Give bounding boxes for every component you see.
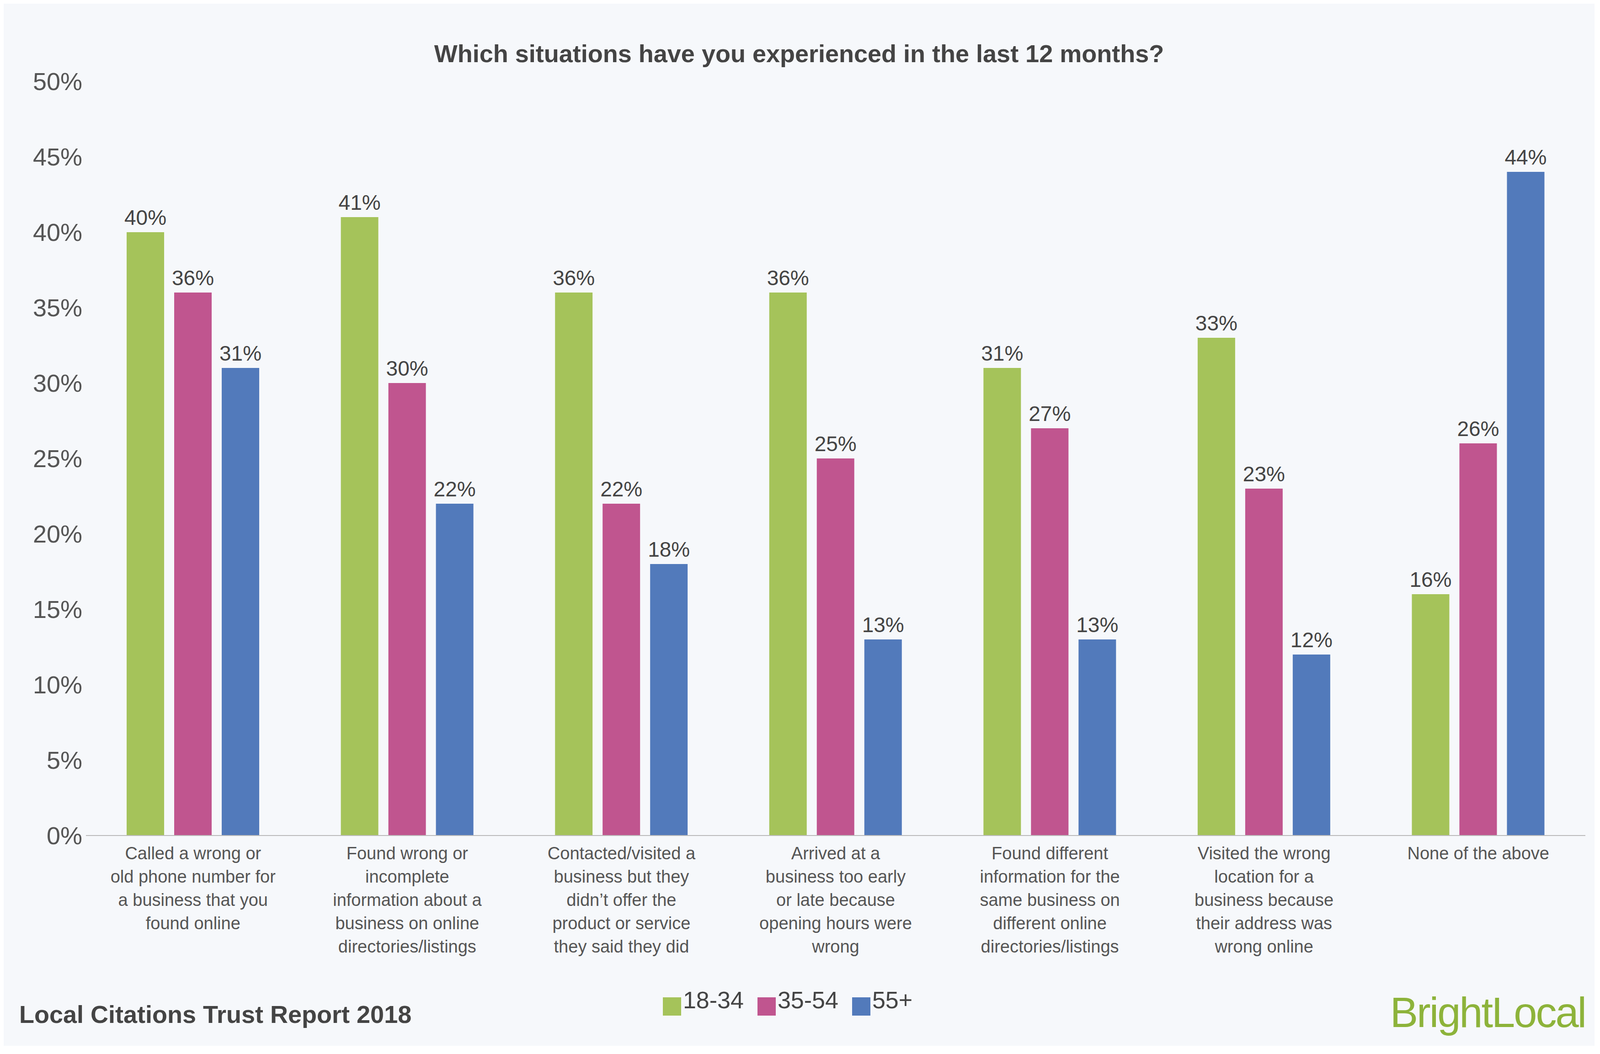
svg-text:27%: 27% bbox=[1028, 401, 1071, 426]
svg-text:35%: 35% bbox=[32, 293, 83, 322]
svg-text:25%: 25% bbox=[814, 432, 857, 456]
svg-text:36%: 36% bbox=[552, 266, 595, 290]
html-text:BrightLocal: BrightLocal bbox=[1390, 989, 1586, 1036]
svg-text:Arrived at abusiness too early: Arrived at abusiness too earlyor late be… bbox=[759, 843, 912, 957]
svg-text:30%: 30% bbox=[32, 369, 83, 397]
svg-text:20%: 20% bbox=[32, 520, 83, 548]
html-text:55+: 55+ bbox=[872, 986, 913, 1014]
svg-text:5%: 5% bbox=[46, 746, 83, 774]
svg-text:30%: 30% bbox=[386, 356, 429, 381]
svg-text:36%: 36% bbox=[767, 266, 810, 290]
html-text:Which situations have you expe: Which situations have you experienced in… bbox=[434, 39, 1164, 68]
svg-text:23%: 23% bbox=[1242, 462, 1286, 486]
svg-text:13%: 13% bbox=[862, 613, 905, 637]
svg-text:18%: 18% bbox=[647, 537, 690, 562]
html-text:35-54: 35-54 bbox=[777, 986, 839, 1014]
svg-text:40%: 40% bbox=[124, 205, 167, 230]
svg-text:50%: 50% bbox=[32, 67, 83, 96]
svg-text:12%: 12% bbox=[1290, 628, 1333, 652]
svg-text:41%: 41% bbox=[338, 190, 381, 215]
svg-text:None of the above: None of the above bbox=[1407, 843, 1550, 864]
svg-text:Contacted/visited abusiness bu: Contacted/visited abusiness but theydidn… bbox=[547, 843, 696, 957]
svg-text:31%: 31% bbox=[981, 341, 1024, 366]
svg-text:Visited the wronglocation for: Visited the wronglocation for abusiness … bbox=[1194, 843, 1334, 957]
svg-text:31%: 31% bbox=[219, 341, 262, 366]
html-text:Local Citations Trust Report 2: Local Citations Trust Report 2018 bbox=[19, 1000, 412, 1029]
html-text:18-34: 18-34 bbox=[682, 986, 744, 1014]
svg-text:36%: 36% bbox=[171, 266, 214, 290]
svg-text:44%: 44% bbox=[1504, 145, 1547, 170]
svg-text:33%: 33% bbox=[1195, 311, 1238, 336]
svg-text:45%: 45% bbox=[32, 143, 83, 171]
svg-text:22%: 22% bbox=[433, 477, 476, 502]
svg-text:Found wrong orincompleteinform: Found wrong orincompleteinformation abou… bbox=[332, 843, 482, 957]
svg-text:Called a wrong orold phone num: Called a wrong orold phone number fora b… bbox=[110, 843, 277, 934]
svg-text:10%: 10% bbox=[32, 671, 83, 699]
svg-text:0%: 0% bbox=[46, 821, 83, 850]
svg-text:40%: 40% bbox=[32, 218, 83, 246]
svg-text:26%: 26% bbox=[1456, 416, 1499, 441]
svg-text:Found differentinformation for: Found differentinformation for thesame b… bbox=[979, 843, 1120, 957]
svg-text:13%: 13% bbox=[1076, 613, 1119, 637]
svg-text:25%: 25% bbox=[32, 444, 83, 473]
svg-text:22%: 22% bbox=[600, 477, 643, 502]
svg-text:15%: 15% bbox=[32, 595, 83, 624]
svg-text:16%: 16% bbox=[1409, 567, 1452, 592]
